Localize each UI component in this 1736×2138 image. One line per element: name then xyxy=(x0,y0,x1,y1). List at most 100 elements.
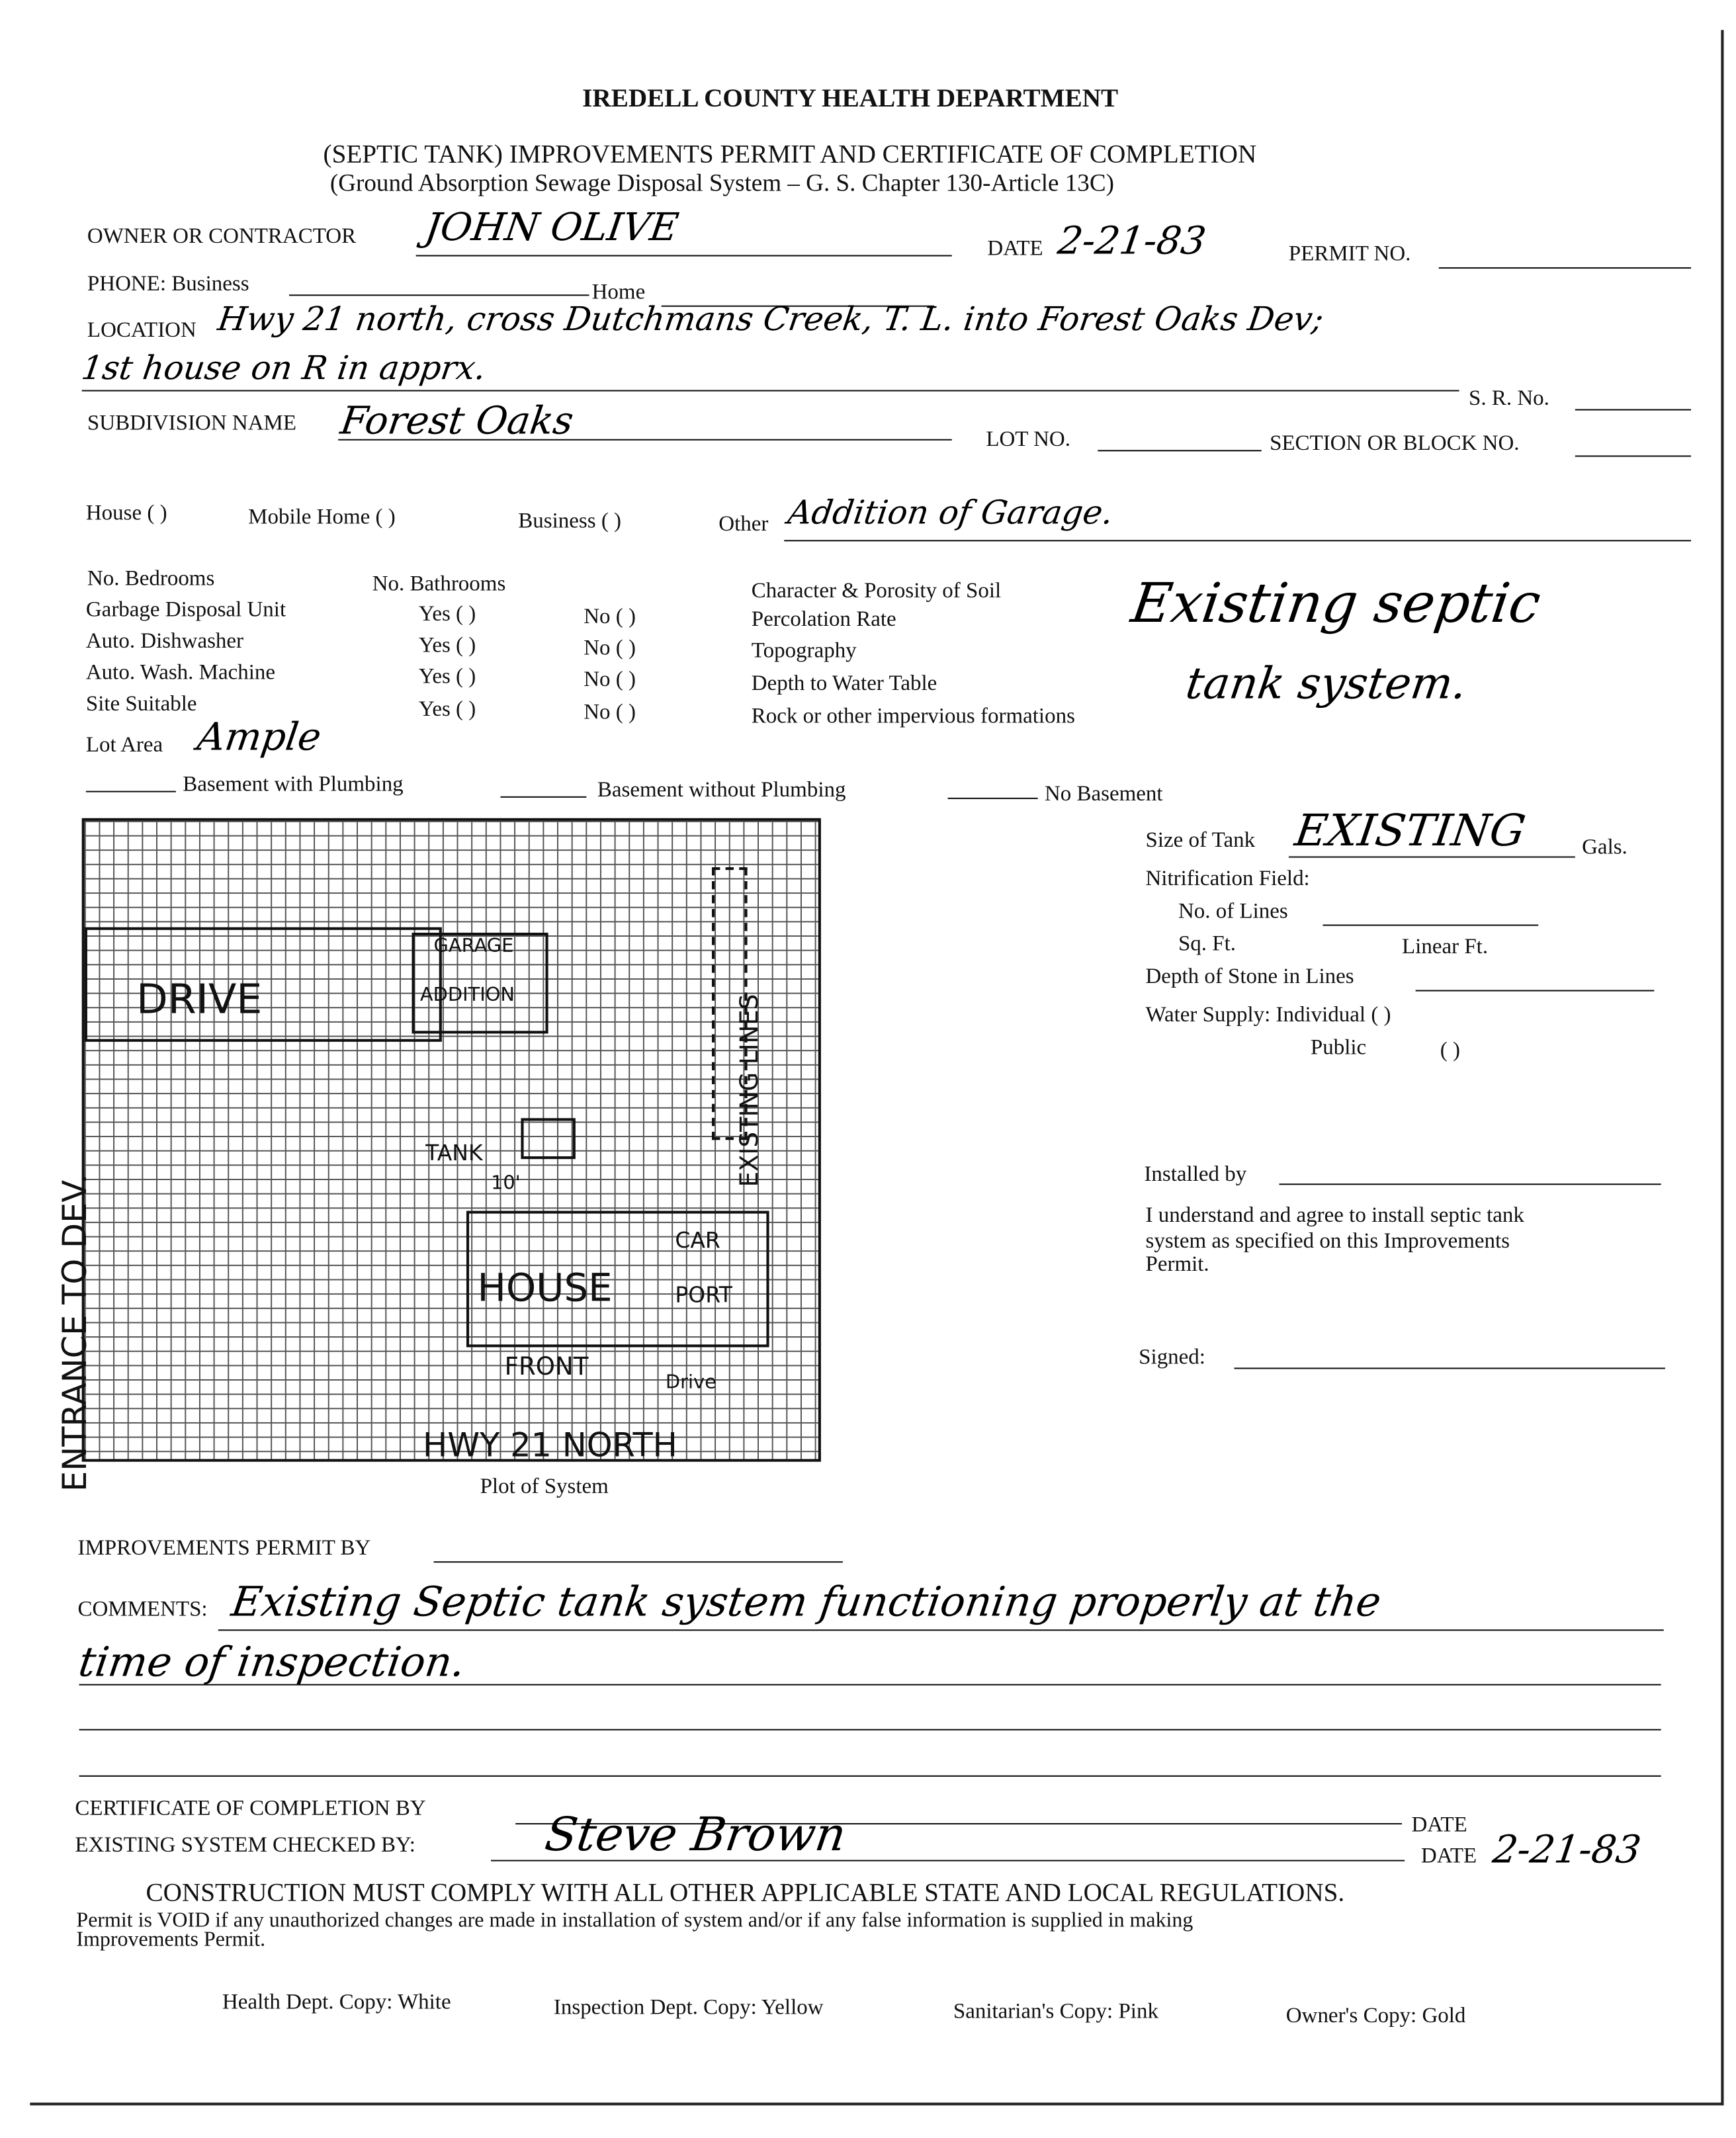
comments-line-2: time of inspection. xyxy=(75,1639,468,1687)
agreement-line: Permit. xyxy=(1145,1253,1209,1277)
house-box xyxy=(466,1211,769,1347)
agreement-line: system as specified on this Improvements xyxy=(1145,1230,1510,1254)
other-label: Other xyxy=(718,513,769,536)
checked-date-label: DATE xyxy=(1420,1844,1477,1868)
sr-no-label: S. R. No. xyxy=(1469,387,1549,411)
location-line2: 1st house on R in apprx. xyxy=(79,349,488,388)
plot-existing-lines: EXISTING LINES xyxy=(736,994,765,1187)
yes-checkbox[interactable]: Yes ( ) xyxy=(418,603,476,626)
plot-house: HOUSE xyxy=(477,1265,613,1310)
signed-label: Signed: xyxy=(1139,1346,1205,1369)
no-checkbox[interactable]: No ( ) xyxy=(584,636,636,660)
void-notice: Permit is VOID if any unauthorized chang… xyxy=(76,1908,1194,1932)
row-garbage: Garbage Disposal Unit xyxy=(85,598,286,622)
depth-stone-label: Depth of Stone in Lines xyxy=(1145,965,1354,989)
basement-with-line xyxy=(85,791,176,792)
row-dishwasher: Auto. Dishwasher xyxy=(85,630,244,654)
form-title: (SEPTIC TANK) IMPROVEMENTS PERMIT AND CE… xyxy=(323,140,1257,169)
home-label: Home xyxy=(591,280,646,304)
yes-checkbox[interactable]: Yes ( ) xyxy=(418,634,476,658)
comments-line-1: Existing Septic tank system functioning … xyxy=(228,1578,1384,1627)
copy-inspection: Inspection Dept. Copy: Yellow xyxy=(553,1996,824,2020)
garage-box xyxy=(412,932,548,1034)
copy-sanitarian: Sanitarian's Copy: Pink xyxy=(953,2000,1158,2024)
comments-rule xyxy=(218,1629,1664,1631)
soil-row: Rock or other impervious formations xyxy=(751,705,1075,728)
plot-garage: GARAGE xyxy=(433,935,514,958)
row-site: Site Suitable xyxy=(85,693,197,716)
row-washer: Auto. Wash. Machine xyxy=(85,661,276,685)
yes-checkbox[interactable]: Yes ( ) xyxy=(418,665,476,689)
subdivision-label: SUBDIVISION NAME xyxy=(87,411,297,435)
owner-value: JOHN OLIVE xyxy=(422,204,681,250)
yes-checkbox[interactable]: Yes ( ) xyxy=(418,698,476,722)
section-label: SECTION OR BLOCK NO. xyxy=(1270,432,1520,456)
house-option[interactable]: House ( ) xyxy=(85,501,167,525)
tank-size-label: Size of Tank xyxy=(1145,829,1256,853)
comments-label: COMMENTS: xyxy=(77,1598,208,1621)
depth-stone-line xyxy=(1415,990,1655,992)
linear-ft-label: Linear Ft. xyxy=(1402,935,1489,959)
comments-rule xyxy=(79,1729,1661,1731)
location-line1: Hwy 21 north, cross Dutchmans Creek, T. … xyxy=(215,300,1326,339)
plot-drive-2: Drive xyxy=(665,1371,716,1394)
phone-label: PHONE: Business xyxy=(87,273,249,296)
permit-no-label: PERMIT NO. xyxy=(1288,242,1411,266)
no-checkbox[interactable]: No ( ) xyxy=(584,701,636,724)
certificate-by-label: CERTIFICATE OF COMPLETION BY xyxy=(75,1797,426,1820)
page-border xyxy=(30,30,1724,2106)
signed-line xyxy=(1234,1367,1665,1369)
phone-business-line xyxy=(288,294,589,296)
water-individual[interactable]: Water Supply: Individual ( ) xyxy=(1145,1004,1391,1027)
basement-without-line xyxy=(500,796,587,798)
tank-box xyxy=(521,1118,576,1160)
mobile-home-option[interactable]: Mobile Home ( ) xyxy=(248,505,396,529)
owner-label: OWNER OR CONTRACTOR xyxy=(87,225,357,249)
location-line xyxy=(81,390,1459,392)
installed-by-label: Installed by xyxy=(1144,1163,1247,1187)
lot-area-label: Lot Area xyxy=(85,733,163,757)
no-checkbox[interactable]: No ( ) xyxy=(584,605,636,629)
no-of-lines-line xyxy=(1323,924,1539,926)
tank-size-value: EXISTING xyxy=(1291,804,1529,857)
plot-car: CAR xyxy=(675,1227,720,1254)
lot-area-value: Ample xyxy=(195,714,324,760)
lot-no-line xyxy=(1098,450,1262,452)
checked-by-label: EXISTING SYSTEM CHECKED BY: xyxy=(75,1834,415,1858)
void-notice-2: Improvements Permit. xyxy=(76,1928,266,1951)
phone-home-line xyxy=(661,305,934,307)
plot-grid xyxy=(81,818,821,1462)
improvements-permit-by-label: IMPROVEMENTS PERMIT BY xyxy=(77,1537,371,1561)
no-of-lines-label: No. of Lines xyxy=(1178,900,1288,923)
compliance-notice: CONSTRUCTION MUST COMPLY WITH ALL OTHER … xyxy=(146,1879,1345,1908)
agreement-line: I understand and agree to install septic… xyxy=(1145,1204,1524,1228)
sq-ft-label: Sq. Ft. xyxy=(1178,932,1237,956)
soil-value-1: Existing septic xyxy=(1127,572,1545,636)
form-subtitle: (Ground Absorption Sewage Disposal Syste… xyxy=(329,169,1114,196)
permit-no-line xyxy=(1438,267,1692,269)
plot-distance: 10' xyxy=(491,1172,521,1195)
inspector-signature: Steve Brown xyxy=(541,1808,849,1863)
lot-no-label: LOT NO. xyxy=(986,428,1070,452)
plot-tank: TANK xyxy=(425,1140,483,1166)
no-checkbox[interactable]: No ( ) xyxy=(584,668,636,692)
plot-road: HWY 21 NORTH xyxy=(423,1426,677,1465)
business-option[interactable]: Business ( ) xyxy=(518,509,622,533)
location-label: LOCATION xyxy=(87,319,196,343)
soil-row: Character & Porosity of Soil xyxy=(751,579,1002,603)
existing-lines-box xyxy=(711,867,748,1140)
date-value: 2-21-83 xyxy=(1055,218,1209,263)
certificate-by-line xyxy=(515,1822,1403,1825)
drive-box xyxy=(84,927,442,1042)
checked-by-line xyxy=(491,1860,1405,1861)
water-public-checkbox[interactable]: ( ) xyxy=(1440,1039,1460,1062)
bathrooms-label: No. Bathrooms xyxy=(372,572,506,596)
comments-rule xyxy=(79,1684,1661,1686)
other-value: Addition of Garage. xyxy=(785,493,1116,532)
tank-size-line xyxy=(1288,856,1575,858)
soil-row: Percolation Rate xyxy=(751,608,896,632)
other-line xyxy=(784,540,1692,542)
owner-line xyxy=(415,255,952,257)
copy-owner: Owner's Copy: Gold xyxy=(1285,2004,1466,2028)
soil-row: Topography xyxy=(751,639,857,663)
